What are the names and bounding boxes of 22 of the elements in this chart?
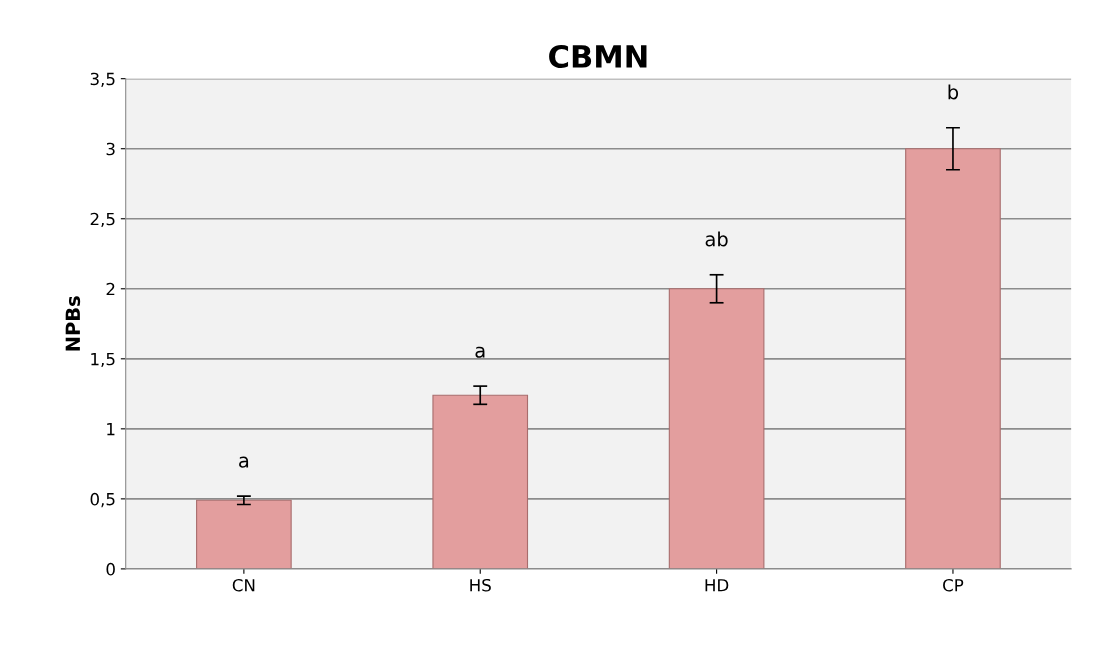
y-tick-label: 0 (106, 562, 115, 576)
y-tick-label: 1 (107, 423, 115, 436)
x-tick-label: HS (470, 578, 491, 592)
annotation: b (948, 84, 959, 100)
y-tick-label: 0,5 (90, 492, 115, 508)
annotation: ab (705, 231, 728, 247)
x-tick-label: CN (232, 578, 255, 592)
y-tick-label: 2 (106, 282, 115, 296)
bar (668, 288, 765, 569)
annotation: a (475, 346, 485, 358)
y-axis-title: NPBs (65, 296, 81, 351)
annotation: a (239, 456, 249, 468)
y-tick-label: 1,5 (91, 352, 115, 368)
y-tick-label: 3 (106, 142, 115, 156)
bar (196, 499, 292, 569)
bar (905, 148, 1001, 569)
x-tick-label: CP (943, 578, 964, 592)
bar (432, 394, 529, 569)
y-tick-label: 2,5 (90, 212, 115, 228)
x-tick-label: HD (705, 579, 729, 592)
y-tick-label: 3,5 (90, 72, 115, 87)
chart-title: CBMN (549, 44, 647, 69)
